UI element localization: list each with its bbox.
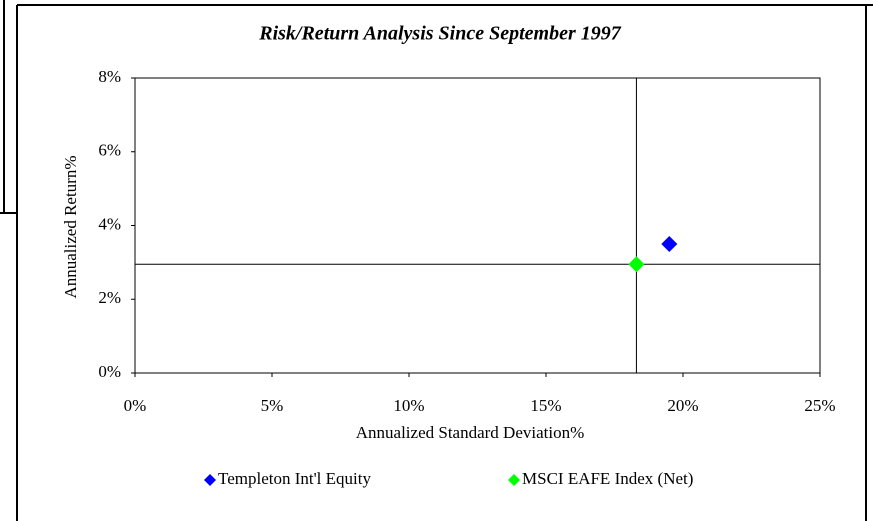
x-tick-label: 20% (667, 396, 698, 415)
y-tick-label: 0% (98, 362, 121, 381)
point (628, 256, 645, 273)
x-tick-label: 5% (261, 396, 284, 415)
legend-marker (204, 474, 216, 486)
y-tick-label: 6% (98, 141, 121, 160)
legend-label: MSCI EAFE Index (Net) (522, 469, 693, 488)
x-tick-label: 15% (530, 396, 561, 415)
legend-label: Templeton Int'l Equity (218, 469, 371, 488)
y-tick-label: 8% (98, 67, 121, 86)
chart-title: Risk/Return Analysis Since September 199… (258, 23, 622, 45)
y-tick-label: 2% (98, 288, 121, 307)
y-tick-label: 4% (98, 214, 121, 233)
point (661, 235, 678, 252)
legend-marker (508, 474, 520, 486)
x-tick-label: 10% (393, 396, 424, 415)
x-tick-label: 0% (124, 396, 147, 415)
plot-area (134, 77, 821, 374)
x-tick-label: 25% (804, 396, 835, 415)
y-axis-label: Annualized Return% (61, 155, 80, 298)
x-axis-label: Annualized Standard Deviation% (356, 423, 585, 442)
